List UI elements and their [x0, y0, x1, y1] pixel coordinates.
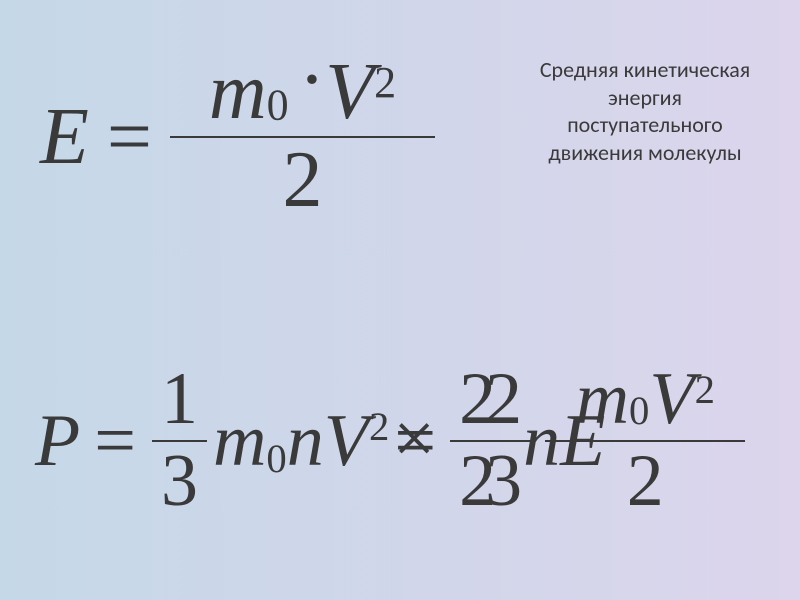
superscript-2: 2 [695, 370, 715, 411]
symbol-m: m [213, 399, 266, 484]
equals-sign: = [94, 399, 136, 484]
equals-sign: = [107, 92, 152, 183]
caption: Средняя кинетическая энергия поступатель… [510, 56, 780, 166]
denominator-2: 2 [627, 444, 664, 518]
symbol-n: n [287, 399, 324, 484]
overlapping-fractions: 2 2 2 3 [450, 360, 505, 522]
fraction-m0V2-over-2: m 0 V 2 2 [545, 360, 745, 522]
caption-line-2: энергия [608, 84, 682, 111]
symbol-m: m [209, 52, 267, 132]
fraction-m0V2-over-2: m 0 · V 2 2 [170, 50, 435, 224]
symbol-V: V [324, 399, 369, 484]
symbol-m: m [576, 362, 629, 436]
subscript-0: 0 [629, 391, 649, 432]
superscript-2: 2 [369, 407, 389, 448]
denominator-3b: 3 [485, 444, 522, 518]
symbol-V: V [325, 52, 374, 132]
caption-line-3: поступательного [567, 111, 723, 138]
dot-operator: · [299, 40, 326, 120]
numerator-1: 1 [161, 362, 198, 436]
superscript-2: 2 [374, 61, 396, 105]
fraction-2-over-3: 2 3 [476, 360, 531, 522]
caption-line-4: движения молекулы [548, 139, 741, 166]
caption-line-1: Средняя кинетическая [540, 56, 750, 83]
fraction-1-over-3: 1 3 [152, 360, 207, 522]
symbol-V: V [649, 362, 694, 436]
numerator-2b: 2 [485, 362, 522, 436]
equation-pressure: P = 1 3 m 0 n V 2 × = 2 2 2 3 [35, 360, 745, 522]
subscript-0: 0 [266, 439, 286, 480]
symbol-P: P [35, 399, 80, 484]
symbol-E: E [40, 92, 89, 183]
times-sign: × [393, 397, 435, 482]
denominator-3: 3 [161, 444, 198, 518]
denominator-2: 2 [283, 140, 323, 220]
subscript-0: 0 [267, 84, 289, 128]
equation-kinetic-energy: E = m 0 · V 2 2 [40, 50, 435, 224]
